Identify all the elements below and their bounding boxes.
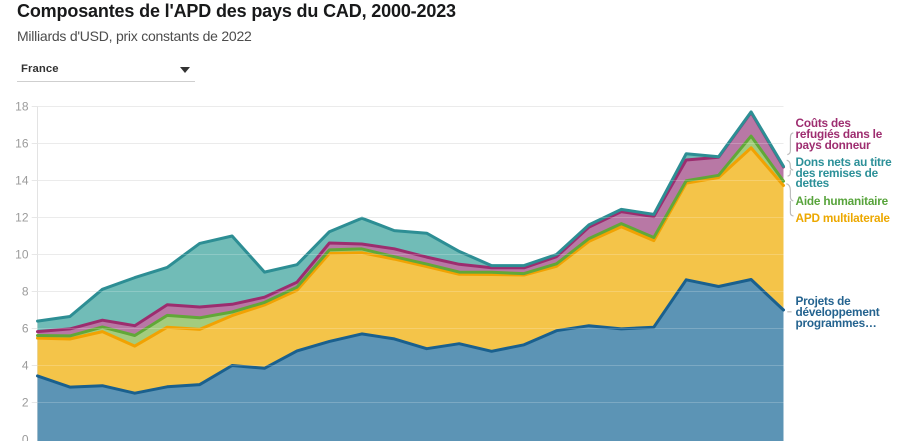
svg-text:4: 4 [22, 359, 29, 373]
svg-text:8: 8 [22, 285, 29, 299]
svg-text:6: 6 [22, 322, 29, 336]
svg-text:18: 18 [15, 100, 29, 114]
svg-text:12: 12 [15, 211, 29, 225]
svg-text:14: 14 [15, 174, 29, 188]
svg-text:2: 2 [22, 396, 29, 410]
svg-text:16: 16 [15, 137, 29, 151]
svg-text:10: 10 [15, 248, 29, 262]
svg-text:0: 0 [22, 433, 29, 441]
